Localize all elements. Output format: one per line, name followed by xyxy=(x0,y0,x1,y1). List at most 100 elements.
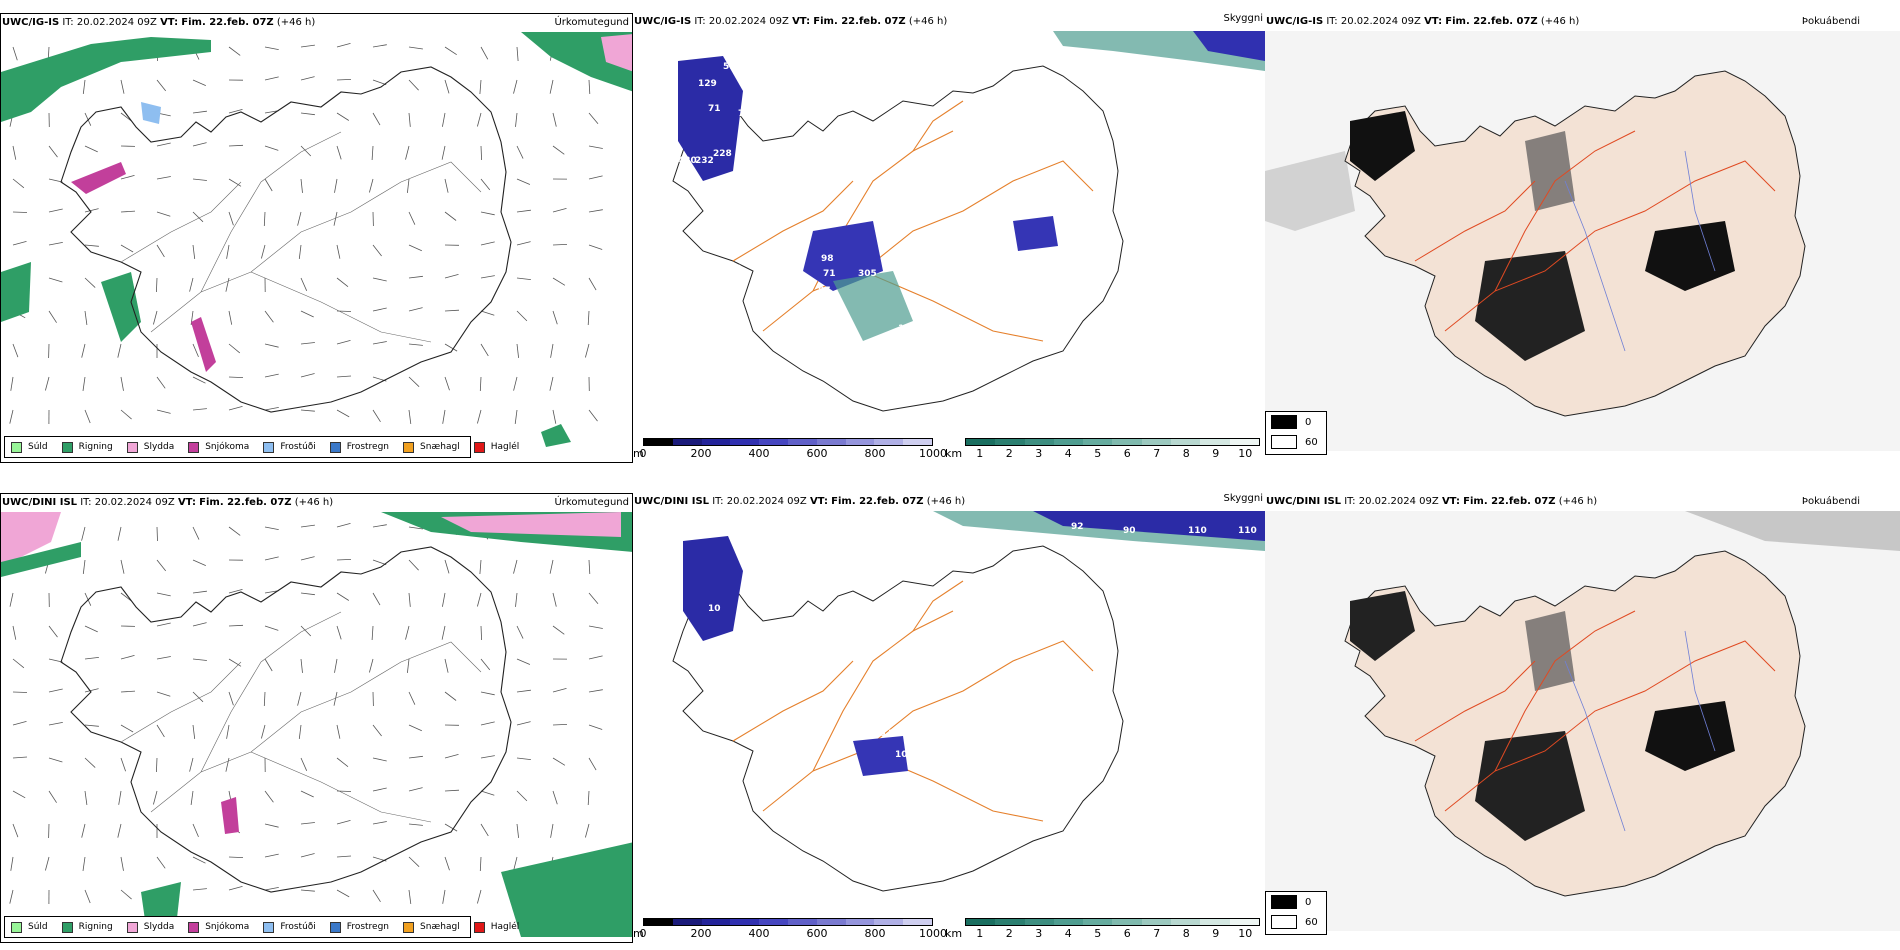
wind-barb xyxy=(12,625,17,640)
colorbar-segment xyxy=(787,439,817,445)
wind-barb xyxy=(228,343,241,354)
cloudbase-label: 136 xyxy=(933,274,952,284)
wind-barb xyxy=(153,790,158,805)
wind-barb xyxy=(298,724,302,739)
wind-barb xyxy=(587,310,590,326)
roads xyxy=(120,611,482,823)
freezing-drizzle xyxy=(141,102,161,124)
colorbar-tick: 2 xyxy=(1005,927,1013,940)
wind-barb xyxy=(444,856,450,871)
roads xyxy=(120,131,482,343)
sea-precip-rain xyxy=(1,37,211,122)
cloudbase-label: 71 xyxy=(823,269,836,279)
fog-legend-swatch xyxy=(1271,435,1297,449)
wind-barb xyxy=(12,241,27,246)
wind-barb xyxy=(334,178,338,193)
wind-barb xyxy=(585,343,590,358)
wind-barb xyxy=(48,625,58,638)
wind-barb xyxy=(120,210,136,213)
wind-barb xyxy=(264,526,279,530)
colorbar-tick: 800 xyxy=(864,927,886,940)
panel-title: UWC/DINI ISL IT: 20.02.2024 09Z VT: Fim.… xyxy=(1266,496,1598,507)
wind-barb xyxy=(300,556,315,561)
wind-barb xyxy=(588,409,598,422)
wind-barb xyxy=(516,277,531,280)
colorbar-segment xyxy=(1141,439,1172,445)
wind-barb xyxy=(444,274,459,279)
wind-barb xyxy=(228,886,243,891)
wind-barb xyxy=(264,556,279,561)
fog-panel-bottom: UWC/DINI ISL IT: 20.02.2024 09Z VT: Fim.… xyxy=(1265,493,1900,943)
panel-field-label: Skyggni xyxy=(1223,493,1263,504)
fog-legend-swatch xyxy=(1271,415,1297,429)
legend-swatch xyxy=(263,921,275,933)
wind-barb xyxy=(189,757,194,772)
wind-barb xyxy=(585,823,590,838)
wind-barb xyxy=(513,856,518,871)
wind-barb xyxy=(336,820,351,825)
wind-barb xyxy=(156,409,171,414)
wind-barb xyxy=(82,559,86,574)
legend-label: Haglél xyxy=(490,442,520,452)
colorbar-tick: 5 xyxy=(1094,447,1102,460)
colorbar-segment xyxy=(903,439,932,445)
snow-patch xyxy=(221,797,239,834)
wind-barb xyxy=(12,658,25,669)
legend-item: Snjókoma xyxy=(188,921,249,933)
wind-barb xyxy=(81,526,86,541)
wind-barb xyxy=(9,592,14,607)
legend-item: Frostúði xyxy=(263,441,316,453)
colorbar-tick: 8 xyxy=(1182,447,1190,460)
wind-barb xyxy=(444,789,460,792)
fog-legend-row: 60 xyxy=(1266,432,1326,452)
cloudbase-patch xyxy=(803,221,883,291)
wind-barb xyxy=(549,559,554,574)
colorbar-tick: 3 xyxy=(1035,927,1043,940)
colorbar-tick: 7 xyxy=(1153,927,1161,940)
wind-barb xyxy=(120,690,136,693)
wind-barb xyxy=(333,211,338,226)
fog-grey xyxy=(1525,131,1575,211)
colorbar-tick: 9 xyxy=(1212,447,1220,460)
wind-barbs xyxy=(9,523,603,905)
wind-barb xyxy=(192,211,204,223)
roads xyxy=(732,100,1094,342)
wind-barb xyxy=(336,277,349,288)
wind-barb xyxy=(84,145,98,153)
roads xyxy=(1414,130,1776,332)
wind-barb xyxy=(516,310,528,322)
colorbar-segment xyxy=(672,439,702,445)
panel-field-label: Þokuábendi xyxy=(1801,496,1860,507)
wind-barb xyxy=(264,76,279,81)
wind-barb xyxy=(192,178,207,181)
rivers xyxy=(1564,150,1716,352)
wind-barb xyxy=(264,625,279,631)
cloudbase-label: 232 xyxy=(695,156,714,166)
sea-precip-rain xyxy=(1,262,31,322)
fog-legend-swatch xyxy=(1271,895,1297,909)
wind-barb xyxy=(48,242,63,246)
colorbar-segment xyxy=(995,439,1025,445)
wind-barb xyxy=(336,855,352,858)
wind-barb xyxy=(264,790,274,803)
colorbar-tick: 0 xyxy=(639,927,647,940)
roads xyxy=(1414,610,1776,812)
wind-barb xyxy=(408,275,423,279)
wind-barb xyxy=(477,112,482,127)
legend-swatch xyxy=(188,921,200,933)
cloudbase-label: 71 xyxy=(708,104,721,114)
wind-barb xyxy=(261,724,266,739)
wind-barb xyxy=(156,656,171,660)
wind-barb xyxy=(552,112,557,127)
iceland-coast xyxy=(672,65,1124,412)
colorbar-segment xyxy=(1141,919,1172,925)
wind-barb xyxy=(516,689,531,693)
wind-barb xyxy=(516,209,531,213)
wind-barb xyxy=(407,178,410,193)
wind-barb xyxy=(336,112,350,121)
wind-barb xyxy=(516,757,531,760)
visibility-colorbar: km 1 2 3 4 5 6 7 8 9 10 xyxy=(945,438,1263,462)
legend-label: Snæhagl xyxy=(420,922,460,932)
wind-barb xyxy=(477,409,482,424)
wind-barb xyxy=(408,112,411,127)
